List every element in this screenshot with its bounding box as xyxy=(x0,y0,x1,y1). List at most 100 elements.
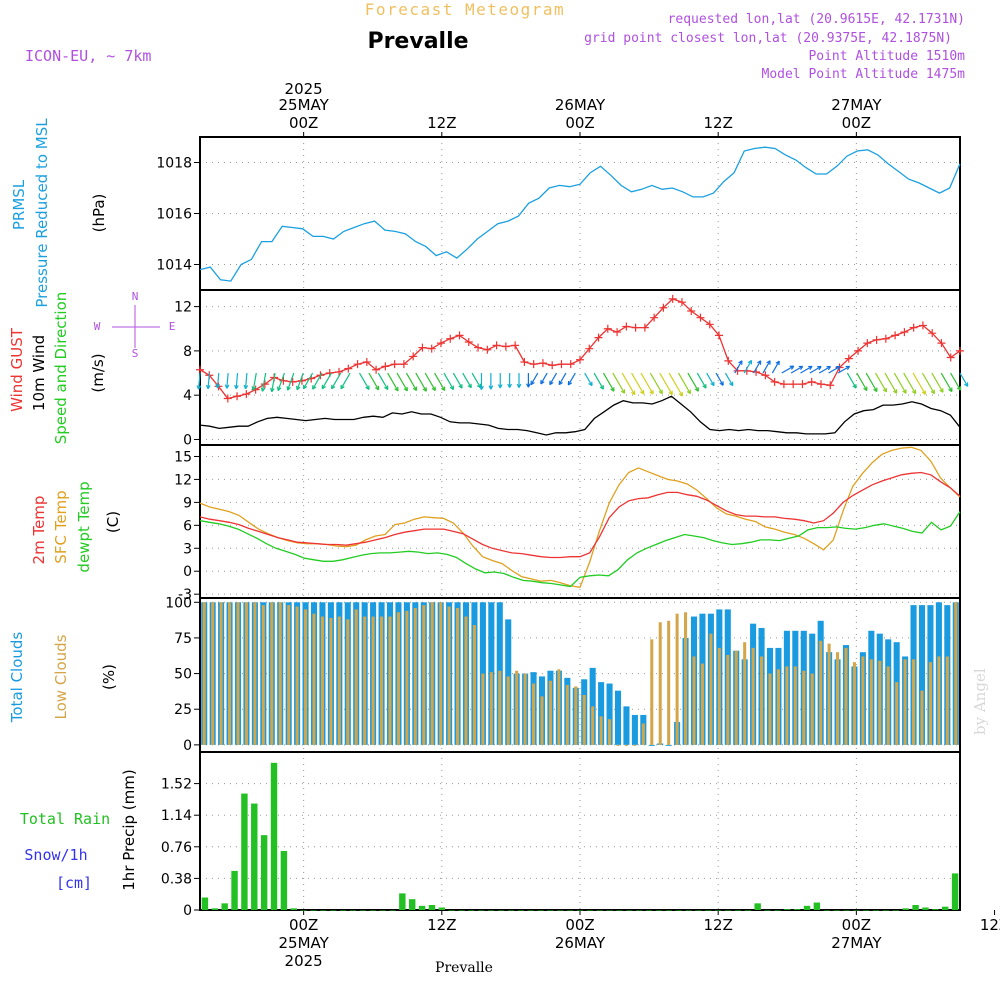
wind-arrow xyxy=(809,366,822,374)
rain-bar xyxy=(833,910,840,911)
rain-bar xyxy=(300,910,307,911)
wind-arrow xyxy=(781,365,794,374)
wind-arrow-head xyxy=(365,385,370,390)
temp-unit: (C) xyxy=(104,511,122,533)
bottom-tick-hour: 00Z xyxy=(842,916,871,934)
wind-arrow xyxy=(377,372,389,390)
wind-arrow xyxy=(912,372,926,395)
rain-bar xyxy=(201,897,209,910)
wind-arrow-head xyxy=(863,386,868,392)
rain-bar xyxy=(803,905,811,910)
total-clouds-label: Total Clouds xyxy=(8,632,26,724)
wind-arrow xyxy=(216,372,220,389)
wind-arrow-head xyxy=(321,384,326,390)
rain-bar xyxy=(251,803,258,910)
wind-arrow xyxy=(621,372,636,395)
t2m-label: 2m Temp xyxy=(30,496,48,565)
wind-arrow-head xyxy=(196,385,202,390)
wind-arrow-head xyxy=(526,383,531,388)
rain-bar xyxy=(655,910,663,911)
wind-arrow-head xyxy=(540,379,545,385)
wind-arrow-head xyxy=(497,384,503,389)
gust-point xyxy=(622,322,631,331)
low-cloud-bar xyxy=(413,607,417,745)
ytick-label: 0.76 xyxy=(161,840,192,856)
gust-point xyxy=(770,377,779,386)
ytick-label: 1016 xyxy=(156,207,192,223)
rain-bar xyxy=(744,910,751,911)
ytick-label: 25 xyxy=(174,702,192,718)
rain-label: Total Rain xyxy=(20,810,110,828)
bottom-tick-date: 27MAY xyxy=(831,934,882,952)
low-cloud-bar xyxy=(954,602,958,745)
gust-point xyxy=(344,364,353,373)
gust-point xyxy=(409,352,418,361)
wind-arrow-head xyxy=(649,389,654,395)
gust-point xyxy=(844,354,853,363)
rain-bar xyxy=(813,902,821,910)
rain-bar xyxy=(695,910,702,911)
rain-bar xyxy=(951,873,959,910)
low-cloud-bar xyxy=(793,666,797,745)
rain-bar xyxy=(418,905,426,910)
rain-bar xyxy=(754,903,761,910)
wind-arrow-head xyxy=(549,380,554,386)
low-cloud-bar xyxy=(751,647,755,745)
wind-arrow-head xyxy=(694,387,700,392)
wind-arrow xyxy=(659,372,673,395)
rain-bar xyxy=(468,910,475,911)
snow-label: Snow/1h xyxy=(24,846,87,864)
gust-point xyxy=(576,355,584,364)
low-cloud-bar xyxy=(768,673,772,745)
low-cloud-bar xyxy=(937,656,941,745)
low-cloud-bar xyxy=(700,663,704,745)
gust-point xyxy=(816,380,825,389)
forecast-title: Forecast Meteogram xyxy=(365,0,565,19)
gust-point xyxy=(492,341,501,350)
wind-arrow-head xyxy=(243,384,249,390)
wind-arrow-head xyxy=(668,390,673,396)
total-cloud-bar xyxy=(918,605,926,745)
gust-point xyxy=(474,343,483,352)
wind-arrow-head xyxy=(911,389,917,395)
low-cloud-bar xyxy=(211,602,215,745)
wind-arrow xyxy=(277,372,286,391)
low-cloud-bar xyxy=(396,612,400,745)
requested-coords: requested lon,lat (20.9615E, 42.1731N) xyxy=(668,12,965,27)
low-cloud-bar xyxy=(506,676,510,745)
gust-point xyxy=(854,346,863,355)
ytick-label: 50 xyxy=(174,667,192,683)
prmsl-unit: (hPa) xyxy=(90,194,108,233)
wind-arrow xyxy=(931,372,944,393)
total-cloud-bar xyxy=(598,682,605,745)
wind-arrow xyxy=(696,372,707,389)
low-cloud-bar xyxy=(337,616,341,745)
dewpt-line xyxy=(199,511,961,588)
wind-arrow-head xyxy=(678,392,684,397)
wind-arrow-head xyxy=(756,360,762,365)
rain-bar xyxy=(793,909,801,910)
total-cloud-bar xyxy=(606,683,613,745)
rain-bar xyxy=(714,910,722,911)
ytick-label: 6 xyxy=(183,518,192,534)
wind-arrow-head xyxy=(331,384,336,390)
compass-w: W xyxy=(94,320,101,333)
gust-point xyxy=(548,361,557,370)
wind-arrow xyxy=(415,372,427,392)
wind-arrow xyxy=(828,366,841,374)
wind-arrow xyxy=(540,372,548,385)
low-cloud-bar xyxy=(540,696,544,745)
gust-point xyxy=(585,344,594,353)
rain-bar xyxy=(616,910,623,911)
wind-arrow xyxy=(584,372,593,386)
low-cloud-bar xyxy=(456,607,460,745)
total-cloud-bar xyxy=(623,706,630,745)
gust-point xyxy=(483,345,492,354)
rain-bar xyxy=(843,910,850,911)
wind-arrow xyxy=(197,372,201,390)
gust-point xyxy=(353,360,362,369)
ytick-label: 100 xyxy=(165,595,192,611)
low-cloud-bar xyxy=(261,605,265,745)
gust-point xyxy=(196,365,204,374)
